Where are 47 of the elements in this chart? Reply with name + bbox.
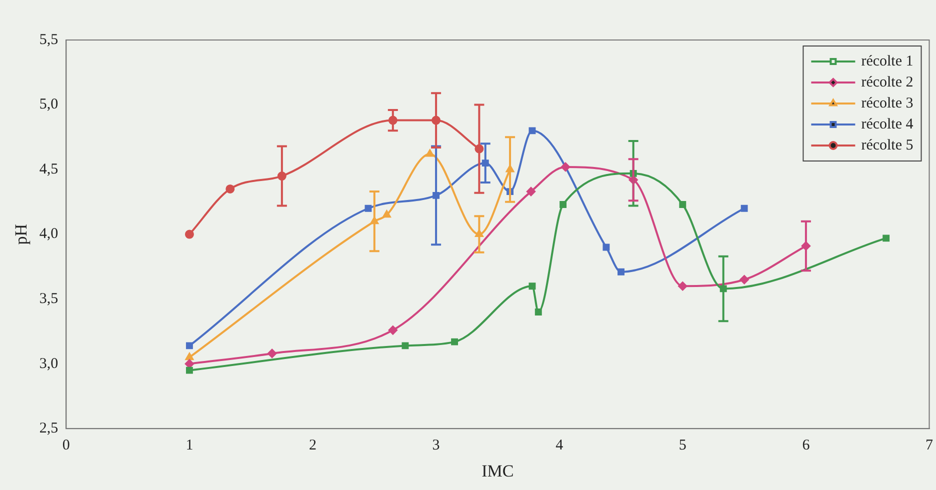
point (426, 149, 434, 157)
point (602, 244, 610, 251)
y-tick-label: 5,0 (39, 96, 58, 113)
point (184, 230, 194, 239)
point (560, 201, 567, 208)
y-axis-title: pH (12, 224, 31, 245)
y-tick-label: 5,5 (39, 32, 58, 48)
x-tick-label: 6 (802, 438, 810, 454)
point (388, 326, 398, 335)
point (528, 282, 536, 290)
point (186, 342, 193, 350)
point (679, 201, 686, 208)
y-tick-label: 3,5 (39, 291, 58, 308)
point (561, 162, 570, 172)
x-axis-title: IMC (482, 461, 514, 480)
point (185, 352, 194, 360)
point (268, 348, 277, 358)
point (364, 204, 372, 212)
y-tick-label: 4,5 (39, 161, 58, 178)
point (534, 308, 542, 316)
x-tick-label: 7 (926, 438, 934, 454)
y-tick-label: 4,0 (39, 226, 58, 242)
x-tick-label: 0 (62, 438, 70, 454)
x-tick-label: 2 (309, 438, 316, 454)
x-tick-label: 4 (556, 438, 564, 454)
point (740, 275, 749, 284)
point (186, 366, 193, 374)
legend-label: récolte 4 (861, 116, 914, 132)
y-tick-label: 3,0 (39, 356, 58, 372)
legend-label: récolte 3 (861, 95, 914, 112)
point (451, 338, 458, 346)
point (528, 127, 536, 134)
y-tick-label: 2,5 (39, 420, 58, 437)
x-tick-label: 3 (432, 438, 440, 454)
point (382, 210, 391, 218)
x-tick-label: 1 (186, 438, 194, 454)
legend-label: récolte 5 (861, 137, 914, 154)
point (618, 268, 624, 276)
point (526, 187, 536, 196)
legend-label: récolte 2 (861, 74, 914, 90)
x-tick-label: 5 (678, 438, 686, 454)
legend-label: récolte 1 (861, 53, 914, 70)
point (740, 204, 748, 212)
point (678, 282, 688, 291)
point (226, 184, 235, 194)
point (402, 342, 409, 350)
point (882, 234, 890, 242)
